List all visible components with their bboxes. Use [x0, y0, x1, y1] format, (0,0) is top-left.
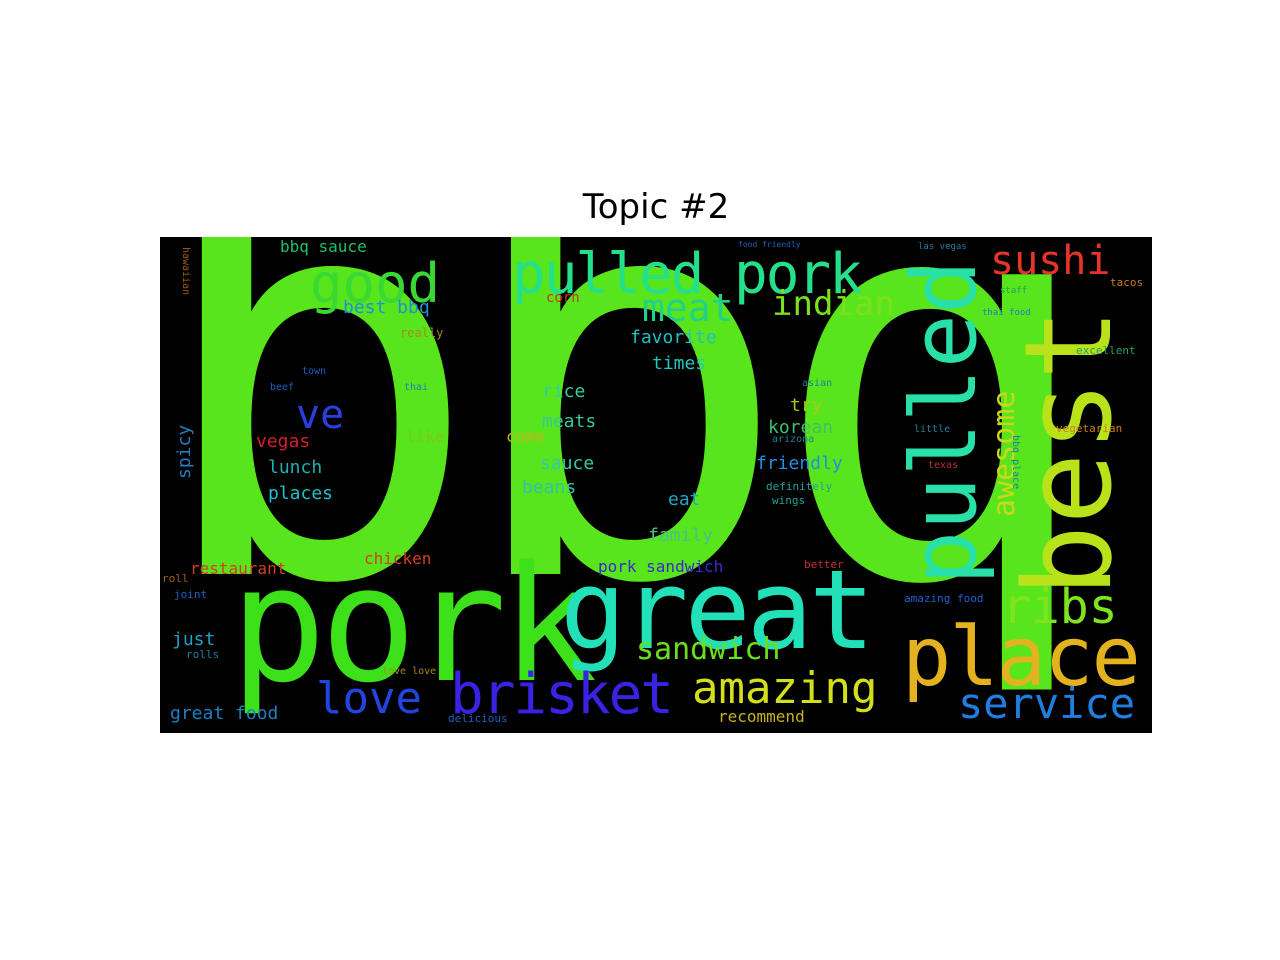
word: roll: [162, 572, 189, 585]
chart-title: Topic #2: [582, 187, 730, 227]
word-cloud: bbq pork great best pulled place pulled …: [160, 237, 1152, 733]
word: bbq sauce: [280, 237, 367, 256]
word: thai food: [982, 308, 1031, 318]
word: friendly: [756, 453, 843, 474]
word: rolls: [186, 648, 220, 661]
word: recommend: [718, 707, 805, 726]
word: place: [902, 610, 1141, 705]
word: delicious: [448, 712, 508, 725]
word: pulled: [892, 259, 997, 585]
word: definitely: [766, 480, 833, 493]
word: town: [302, 366, 327, 377]
word: favorite: [630, 327, 717, 348]
word: places: [268, 483, 334, 504]
word: great: [560, 546, 875, 674]
word: good: [310, 252, 441, 315]
word: pulled pork: [512, 242, 863, 307]
word: vegetarian: [1056, 422, 1123, 435]
word: family: [648, 525, 714, 546]
word: lunch: [268, 457, 323, 478]
word: korean: [768, 417, 834, 438]
word: ve: [296, 392, 345, 438]
word: best bbq: [343, 297, 430, 318]
word: rice: [542, 381, 586, 402]
word: just: [172, 629, 216, 650]
word: ribs: [1002, 579, 1118, 635]
word: vegas: [256, 431, 311, 452]
word: asian: [802, 378, 833, 389]
word: pork sandwich: [598, 557, 724, 576]
word: come: [506, 427, 545, 446]
word: pork: [230, 531, 597, 718]
word: texas: [928, 460, 959, 471]
word: beef: [270, 382, 295, 393]
word: indian: [772, 284, 895, 324]
word: spicy: [174, 424, 195, 479]
word: food friendly: [738, 240, 801, 249]
word: service: [958, 679, 1136, 728]
word: better: [804, 558, 844, 571]
word: sushi: [990, 238, 1111, 284]
word: great food: [170, 703, 279, 724]
word: love love: [382, 666, 437, 677]
word: chicken: [364, 549, 432, 568]
word: excellent: [1076, 344, 1136, 357]
word: sandwich: [636, 632, 781, 667]
word: amazing: [692, 663, 878, 714]
word: beans: [522, 477, 577, 498]
word: wings: [772, 494, 806, 507]
word: times: [652, 353, 707, 374]
word: amazing food: [904, 592, 984, 605]
word: tacos: [1110, 276, 1144, 289]
word: bbq: [160, 237, 1099, 704]
word: brisket: [450, 662, 674, 727]
word: restaurant: [190, 559, 287, 578]
word: bbq place: [1010, 435, 1021, 490]
word: corn: [546, 290, 580, 306]
word: staff: [1000, 286, 1028, 296]
word: thai: [404, 382, 429, 393]
word: really: [400, 326, 444, 340]
word: meat: [642, 286, 734, 330]
word: meats: [542, 411, 597, 432]
word: arizona: [772, 434, 815, 445]
word: little: [914, 424, 951, 435]
word: like: [406, 427, 445, 446]
word: try: [790, 395, 823, 416]
word: hawaiian: [180, 247, 191, 296]
word: sauce: [540, 453, 595, 474]
word: joint: [174, 588, 208, 601]
word: eat: [668, 489, 701, 510]
word: las vegas: [918, 242, 967, 252]
word: love: [316, 673, 422, 724]
